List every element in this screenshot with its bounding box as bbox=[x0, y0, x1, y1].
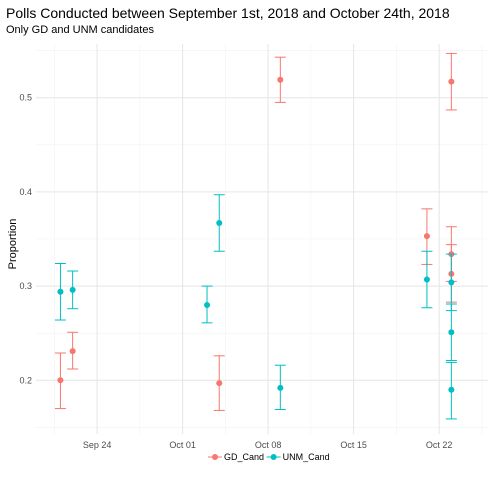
y-tick-label: 0.5 bbox=[19, 93, 32, 103]
data-point bbox=[424, 277, 430, 283]
x-tick-label: Oct 01 bbox=[169, 440, 196, 450]
x-tick-label: Oct 08 bbox=[255, 440, 282, 450]
data-point bbox=[424, 233, 430, 239]
y-axis-title: Proportion bbox=[7, 219, 19, 270]
legend-label: UNM_Cand bbox=[283, 452, 330, 462]
data-point bbox=[277, 77, 283, 83]
data-point bbox=[57, 289, 63, 295]
x-tick-label: Oct 22 bbox=[426, 440, 453, 450]
data-point bbox=[70, 348, 76, 354]
x-axis-ticks: Sep 24 Oct 01 Oct 08 Oct 15 Oct 22 bbox=[83, 440, 453, 450]
y-axis-ticks: 0.2 0.3 0.4 0.5 bbox=[19, 93, 32, 386]
data-point bbox=[216, 220, 222, 226]
data-point bbox=[216, 380, 222, 386]
data-point bbox=[448, 279, 454, 285]
x-tick-label: Oct 15 bbox=[340, 440, 367, 450]
data-point bbox=[448, 79, 454, 85]
data-point bbox=[204, 302, 210, 308]
legend-item-GD_Cand: GD_Cand bbox=[208, 452, 264, 462]
data-point bbox=[448, 329, 454, 335]
data-point bbox=[448, 387, 454, 393]
legend-label: GD_Cand bbox=[224, 452, 264, 462]
data-point bbox=[277, 385, 283, 391]
x-tick-label: Sep 24 bbox=[83, 440, 112, 450]
legend-key-point bbox=[271, 454, 277, 460]
legend-key-point bbox=[212, 454, 218, 460]
legend: GD_Cand UNM_Cand bbox=[208, 452, 330, 462]
y-tick-label: 0.2 bbox=[19, 375, 32, 385]
y-tick-label: 0.3 bbox=[19, 281, 32, 291]
data-point bbox=[70, 287, 76, 293]
legend-item-UNM_Cand: UNM_Cand bbox=[267, 452, 330, 462]
grid-minor bbox=[36, 44, 488, 434]
y-tick-label: 0.4 bbox=[19, 187, 32, 197]
data-point bbox=[57, 377, 63, 383]
